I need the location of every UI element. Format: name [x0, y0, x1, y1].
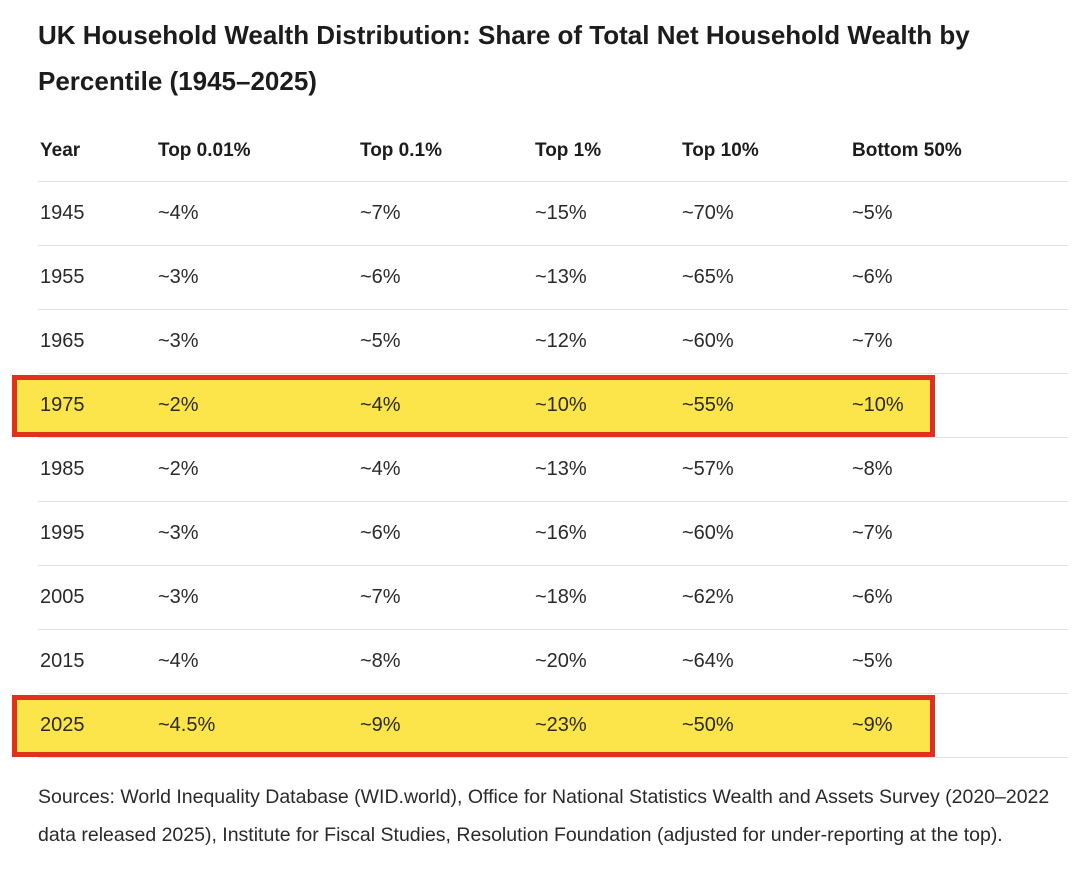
- table-row-highlighted: 1975 ~2% ~4% ~10% ~55% ~10%: [12, 374, 1068, 438]
- column-header-bottom-50: Bottom 50%: [852, 139, 962, 161]
- cell-top-10: ~70%: [682, 202, 734, 224]
- table-row: 2015 ~4% ~8% ~20% ~64% ~5%: [38, 630, 1068, 694]
- cell-top-10: ~57%: [682, 458, 734, 480]
- cell-top-10: ~55%: [682, 394, 734, 416]
- cell-year: 2025: [40, 714, 85, 736]
- cell-top-0-01: ~4%: [158, 650, 199, 672]
- cell-top-0-01: ~4%: [158, 202, 199, 224]
- cell-bottom-50: ~9%: [852, 714, 893, 736]
- cell-top-0-1: ~4%: [360, 394, 401, 416]
- column-header-top-1: Top 1%: [535, 139, 602, 161]
- cell-top-1: ~10%: [535, 394, 587, 416]
- table-row: 1945 ~4% ~7% ~15% ~70% ~5%: [38, 182, 1068, 246]
- cell-top-0-1: ~7%: [360, 586, 401, 608]
- cell-top-0-01: ~3%: [158, 586, 199, 608]
- column-header-top-10: Top 10%: [682, 139, 759, 161]
- cell-top-0-1: ~7%: [360, 202, 401, 224]
- cell-top-1: ~13%: [535, 458, 587, 480]
- cell-year: 1975: [40, 394, 85, 416]
- cell-top-1: ~23%: [535, 714, 587, 736]
- cell-top-0-01: ~2%: [158, 394, 199, 416]
- column-header-year: Year: [40, 139, 81, 161]
- table-row: 2005 ~3% ~7% ~18% ~62% ~6%: [38, 566, 1068, 630]
- cell-bottom-50: ~6%: [852, 586, 893, 608]
- cell-top-1: ~15%: [535, 202, 587, 224]
- cell-bottom-50: ~8%: [852, 458, 893, 480]
- cell-year: 1945: [40, 202, 85, 224]
- cell-top-10: ~62%: [682, 586, 734, 608]
- cell-top-0-01: ~2%: [158, 458, 199, 480]
- sources-note: Sources: World Inequality Database (WID.…: [38, 786, 1050, 846]
- table-body: 1945 ~4% ~7% ~15% ~70% ~5% 1955 ~3% ~6% ~13% ~65% ~…: [12, 182, 1068, 758]
- cell-bottom-50: ~10%: [852, 394, 904, 416]
- cell-year: 1955: [40, 266, 85, 288]
- column-header-top-0-1: Top 0.1%: [360, 139, 442, 161]
- cell-top-10: ~65%: [682, 266, 734, 288]
- cell-top-0-01: ~3%: [158, 522, 199, 544]
- table-row: 1965 ~3% ~5% ~12% ~60% ~7%: [38, 310, 1068, 374]
- cell-bottom-50: ~6%: [852, 266, 893, 288]
- cell-top-10: ~60%: [682, 522, 734, 544]
- row-highlight-box: [12, 375, 935, 437]
- cell-bottom-50: ~5%: [852, 650, 893, 672]
- page-title: UK Household Wealth Distribution: Share …: [38, 20, 970, 96]
- cell-top-0-01: ~4.5%: [158, 714, 216, 736]
- cell-top-0-1: ~5%: [360, 330, 401, 352]
- table-row: 1955 ~3% ~6% ~13% ~65% ~6%: [38, 246, 1068, 310]
- row-highlight-box: [12, 695, 935, 757]
- cell-top-0-1: ~9%: [360, 714, 401, 736]
- cell-top-1: ~20%: [535, 650, 587, 672]
- cell-top-0-1: ~8%: [360, 650, 401, 672]
- cell-bottom-50: ~7%: [852, 522, 893, 544]
- table-row-highlighted: 2025 ~4.5% ~9% ~23% ~50% ~9%: [12, 694, 1068, 758]
- cell-year: 1995: [40, 522, 85, 544]
- cell-top-0-1: ~6%: [360, 522, 401, 544]
- table-header-row: Year Top 0.01% Top 0.1% Top 1% Top 10% B…: [38, 120, 1068, 182]
- cell-top-1: ~16%: [535, 522, 587, 544]
- cell-top-0-01: ~3%: [158, 330, 199, 352]
- cell-year: 2005: [40, 586, 85, 608]
- cell-top-1: ~12%: [535, 330, 587, 352]
- cell-top-0-1: ~4%: [360, 458, 401, 480]
- cell-bottom-50: ~7%: [852, 330, 893, 352]
- cell-top-1: ~18%: [535, 586, 587, 608]
- cell-top-10: ~60%: [682, 330, 734, 352]
- column-header-top-0-01: Top 0.01%: [158, 139, 251, 161]
- table-row: 1985 ~2% ~4% ~13% ~57% ~8%: [38, 438, 1068, 502]
- cell-top-1: ~13%: [535, 266, 587, 288]
- cell-year: 1985: [40, 458, 85, 480]
- table-row: 1995 ~3% ~6% ~16% ~60% ~7%: [38, 502, 1068, 566]
- cell-bottom-50: ~5%: [852, 202, 893, 224]
- cell-top-0-01: ~3%: [158, 266, 199, 288]
- cell-top-10: ~50%: [682, 714, 734, 736]
- cell-year: 1965: [40, 330, 85, 352]
- cell-top-10: ~64%: [682, 650, 734, 672]
- cell-year: 2015: [40, 650, 85, 672]
- cell-top-0-1: ~6%: [360, 266, 401, 288]
- wealth-table: Year Top 0.01% Top 0.1% Top 1% Top 10% B…: [12, 120, 1068, 758]
